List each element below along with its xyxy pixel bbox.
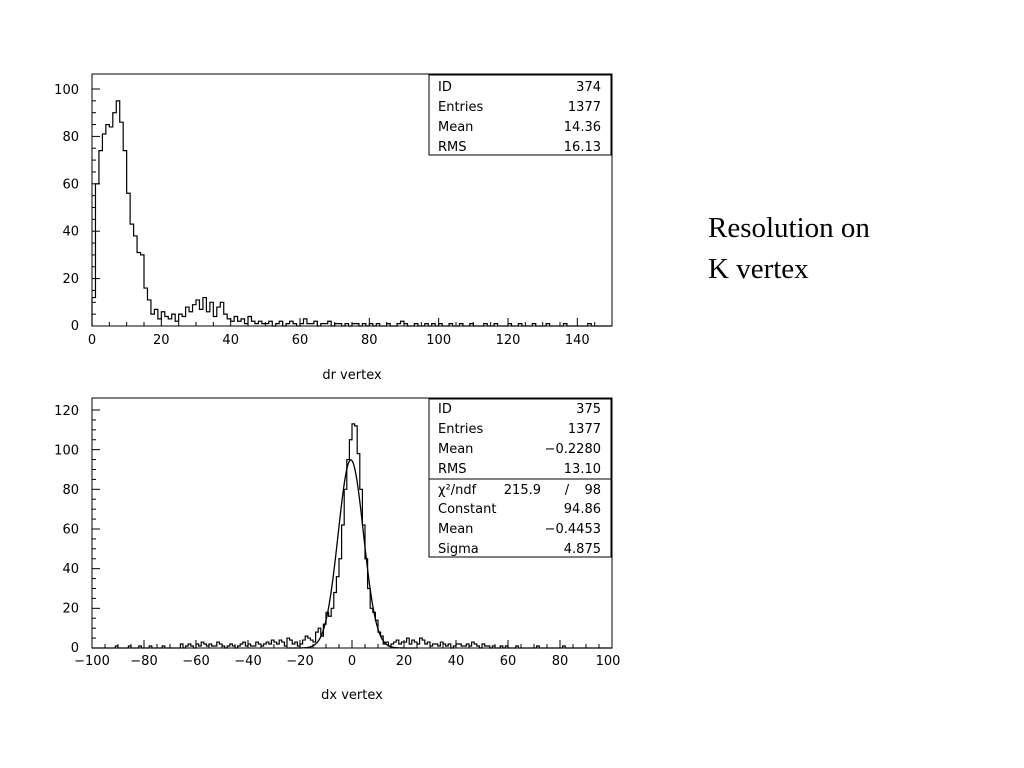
x-tick-label: −20 (286, 654, 313, 669)
y-tick-label: 80 (62, 130, 79, 145)
stats-label: Mean (438, 442, 473, 457)
stats-box: ID 374 Entries 1377 Mean 14.36 RMS 16.13 (428, 74, 612, 156)
stats-value: 375 (576, 402, 601, 417)
x-tick-label: 40 (448, 654, 465, 669)
y-tick-label: 100 (54, 83, 79, 98)
y-tick-label: 40 (62, 562, 79, 577)
stats-box-frame (428, 398, 612, 480)
x-tick-label: 80 (361, 333, 378, 348)
y-tick-label: 80 (62, 483, 79, 498)
x-axis-label: dx vertex (321, 688, 383, 703)
y-tick-labels: 0 20 40 60 80 100 (54, 83, 79, 334)
stats-label: Mean (438, 120, 473, 135)
slide-title: Resolution on K vertex (708, 208, 870, 290)
x-tick-labels: 0 20 40 60 80 100 120 140 (88, 333, 590, 348)
x-tick-label: 80 (552, 654, 569, 669)
stats-value: 13.10 (564, 462, 601, 477)
x-tick-label: −60 (182, 654, 209, 669)
fit-stats-label: Constant (438, 502, 496, 517)
x-tick-label: 20 (153, 333, 170, 348)
stats-value: 1377 (568, 100, 601, 115)
x-tick-label: 0 (348, 654, 356, 669)
x-tick-label: 60 (292, 333, 309, 348)
y-tick-label: 60 (62, 177, 79, 192)
slide-title-line-2: K vertex (708, 253, 809, 285)
fit-stats-value: 4.875 (564, 542, 601, 557)
fit-chi2-slash: / (565, 483, 570, 498)
stats-label: ID (438, 80, 452, 95)
stats-value: 14.36 (564, 120, 601, 135)
x-tick-label: −40 (234, 654, 261, 669)
stats-value: 1377 (568, 422, 601, 437)
y-tick-label: 20 (62, 602, 79, 617)
y-tick-label: 20 (62, 272, 79, 287)
stats-label: RMS (438, 140, 467, 155)
fit-ndf-value: 98 (584, 483, 601, 498)
x-tick-labels: −100 −80 −60 −40 −20 0 20 40 60 80 100 (74, 654, 620, 669)
stats-label: Entries (438, 422, 484, 437)
gaussian-fit-curve (287, 459, 417, 649)
slide-title-line-1: Resolution on (708, 212, 870, 244)
histogram-series (91, 100, 612, 327)
fit-stats-label: χ²/ndf (438, 483, 477, 498)
x-tick-label: 100 (596, 654, 621, 669)
fit-chi2-value: 215.9 (504, 483, 541, 498)
y-tick-marks (92, 409, 100, 649)
stats-box: ID 375 Entries 1377 Mean −0.2280 RMS 13.… (428, 398, 612, 480)
x-tick-label: 20 (396, 654, 413, 669)
x-axis-label: dr vertex (322, 368, 382, 383)
y-tick-label: 100 (54, 444, 79, 459)
x-tick-label: 0 (88, 333, 96, 348)
x-tick-label: −80 (130, 654, 157, 669)
stats-label: RMS (438, 462, 467, 477)
stats-value: −0.2280 (545, 442, 601, 457)
stats-label: ID (438, 402, 452, 417)
fit-stats-label: Sigma (438, 542, 479, 557)
fit-stats-box-frame (428, 478, 612, 558)
dr-vertex-histogram: 0 20 40 60 80 100 120 140 0 20 40 60 80 … (54, 73, 613, 383)
x-tick-label: 100 (426, 333, 451, 348)
y-tick-label: 120 (54, 404, 79, 419)
stats-box-frame (428, 74, 612, 156)
histogram-series (92, 423, 612, 649)
y-tick-label: 40 (62, 225, 79, 240)
fit-stats-value: −0.4453 (545, 522, 601, 537)
fit-stats-label: Mean (438, 522, 473, 537)
x-tick-label: 120 (496, 333, 521, 348)
fit-stats-value: 94.86 (564, 502, 601, 517)
y-tick-label: 0 (71, 319, 79, 334)
stats-value: 16.13 (564, 140, 601, 155)
stats-label: Entries (438, 100, 484, 115)
x-tick-label: 140 (565, 333, 590, 348)
stats-value: 374 (576, 80, 601, 95)
y-tick-label: 0 (71, 641, 79, 656)
y-tick-labels: 0 20 40 60 80 100 120 (54, 404, 79, 656)
dx-vertex-histogram: −100 −80 −60 −40 −20 0 20 40 60 80 100 0… (54, 397, 620, 703)
fit-stats-box: χ²/ndf 215.9 / 98 Constant 94.86 Mean −0… (428, 478, 612, 558)
x-tick-marks (91, 640, 613, 648)
x-tick-label: 60 (500, 654, 517, 669)
x-tick-label: −100 (74, 654, 110, 669)
x-tick-label: 40 (222, 333, 239, 348)
y-tick-label: 60 (62, 523, 79, 538)
